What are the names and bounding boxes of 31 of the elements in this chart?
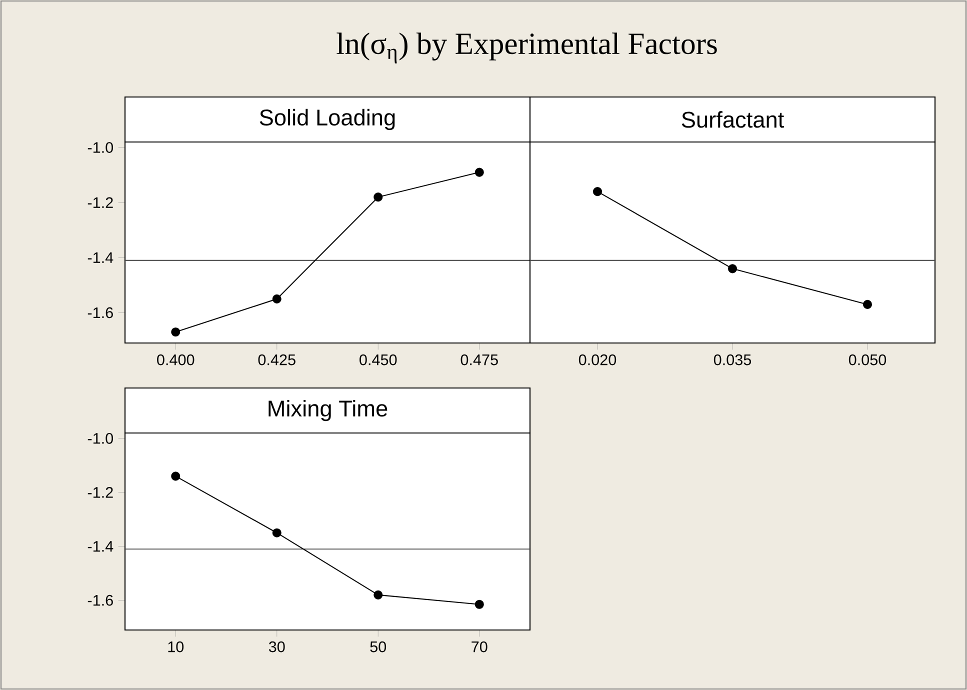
x-tick-label: 0.450 <box>360 354 397 366</box>
x-tick-label: 0.425 <box>258 354 296 366</box>
y-tick-label: -1.0 <box>88 432 114 444</box>
point <box>171 327 180 337</box>
chart-subtitle: Mixing Time <box>268 400 388 422</box>
x-tick-label: 50 <box>370 641 386 652</box>
point <box>272 528 282 538</box>
chart-subtitle: Solid Loading <box>260 108 395 130</box>
x-tick-label: 0.035 <box>714 354 752 366</box>
y-tick-label: -1.4 <box>88 252 114 263</box>
y-tick-label: -1.6 <box>88 594 113 606</box>
y-tick-label: -1.2 <box>88 197 113 208</box>
y-tick-label: -1.4 <box>88 541 114 552</box>
x-tick-label: 30 <box>268 641 285 652</box>
point <box>474 600 484 609</box>
x-tick-label: 70 <box>472 641 488 652</box>
x-tick-label: 0.020 <box>578 354 616 366</box>
point <box>374 590 383 600</box>
point <box>374 192 383 202</box>
point <box>474 168 484 177</box>
y-tick-label: -1.0 <box>88 142 114 153</box>
chart-subtitle: Surfactant <box>682 111 784 128</box>
y-tick-label: -1.2 <box>88 487 113 498</box>
chart-title: ln(σ$_{η}$) by Experimental Factors <box>336 32 717 64</box>
y-tick-label: -1.6 <box>88 307 113 318</box>
x-tick-label: 0.475 <box>460 354 498 366</box>
x-tick-label: 0.050 <box>848 354 886 366</box>
x-tick-label: 10 <box>168 641 184 652</box>
point <box>171 472 180 481</box>
x-tick-label: 0.400 <box>157 354 194 366</box>
point <box>272 294 282 304</box>
